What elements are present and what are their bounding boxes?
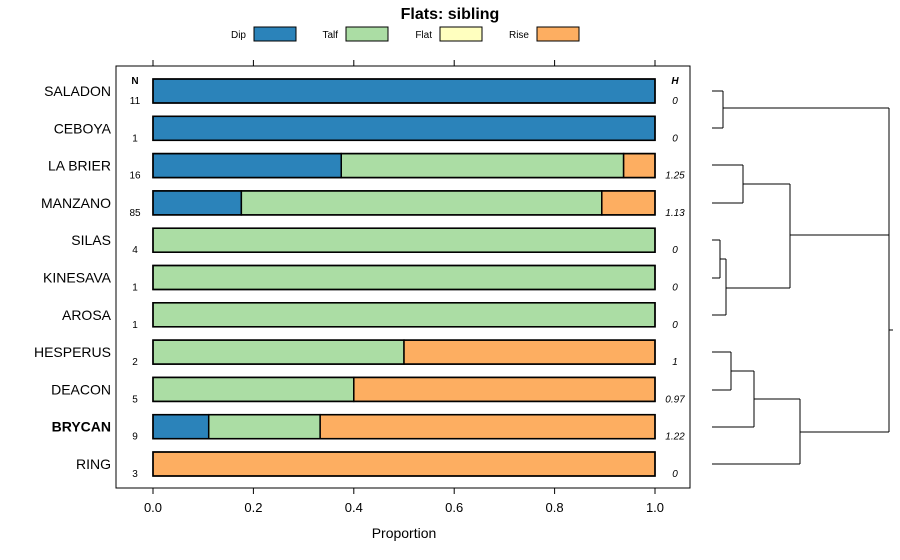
legend-label-rise: Rise <box>509 30 529 41</box>
n-column-header: N <box>131 76 138 87</box>
bar-row: HESPERUS 2 1 <box>34 339 678 368</box>
row-n-value: 11 <box>130 96 141 107</box>
legend-label-flat: Flat <box>415 30 432 41</box>
x-axis-title: Proportion <box>372 525 437 541</box>
bar-row: CEBOYA 1 0 <box>54 115 678 144</box>
row-label: MANZANO <box>41 195 111 211</box>
row-label: AROSA <box>62 307 112 323</box>
bar-outline <box>152 302 656 328</box>
bar-segment-rise <box>353 376 656 403</box>
bar-outline <box>152 376 656 403</box>
bar-outline <box>152 451 656 477</box>
legend-swatch-dip <box>253 26 297 42</box>
bar-segment-talf <box>207 413 321 440</box>
bar-outline <box>152 152 656 179</box>
bar-row: KINESAVA 1 0 <box>43 264 678 294</box>
bar-segment-dip <box>152 413 210 440</box>
x-tick-label: 0.0 <box>144 500 162 515</box>
x-tick-label: 0.8 <box>546 500 564 515</box>
bar-outline <box>152 227 656 253</box>
plot-frame <box>115 65 691 489</box>
bar-segment-dip <box>152 190 243 216</box>
row-h-value: 0 <box>672 245 678 256</box>
row-n-value: 1 <box>132 283 138 294</box>
bar-outline <box>152 339 656 365</box>
bar-row: SILAS 4 0 <box>71 227 678 256</box>
row-label: SALADON <box>44 83 111 99</box>
h-column-header: H <box>671 76 679 87</box>
row-h-value: 1 <box>672 357 678 368</box>
row-label: RING <box>76 456 111 472</box>
row-n-value: 9 <box>132 432 138 443</box>
bar-outline <box>152 190 656 216</box>
bar-segment-dip <box>152 115 656 142</box>
legend-swatch-flat <box>439 26 483 42</box>
bar-segment-talf <box>152 227 656 253</box>
bar-outline <box>152 78 656 104</box>
row-label: DEACON <box>51 381 111 397</box>
legend: Dip Talf Flat Rise <box>231 26 580 42</box>
bar-row: LA BRIER 16 1.25 <box>48 152 685 182</box>
row-h-value: 1.13 <box>665 208 685 219</box>
row-n-value: 4 <box>132 245 138 256</box>
row-label: KINESAVA <box>43 270 112 286</box>
bar-row: SALADON 11 0 <box>44 78 678 107</box>
legend-swatch-talf <box>345 26 389 42</box>
bar-row: MANZANO 85 1.13 <box>41 190 685 219</box>
row-n-value: 5 <box>132 394 138 405</box>
bar-outline <box>152 413 656 440</box>
row-n-value: 85 <box>129 208 141 219</box>
row-n-value: 16 <box>129 171 141 182</box>
row-h-value: 0 <box>672 320 678 331</box>
bar-row: AROSA 1 0 <box>62 302 678 331</box>
row-label: LA BRIER <box>48 158 111 174</box>
bar-segment-talf <box>340 152 625 179</box>
bar-segment-rise <box>601 190 656 216</box>
x-axis: 0.0 0.2 0.4 0.6 0.8 1.0 <box>144 60 664 515</box>
row-n-value: 1 <box>132 320 138 331</box>
row-h-value: 0 <box>672 96 678 107</box>
row-label: CEBOYA <box>54 120 112 136</box>
dendrogram <box>712 90 893 465</box>
bar-row: DEACON 5 0.97 <box>51 376 685 405</box>
bar-segment-talf <box>152 264 656 291</box>
row-label: SILAS <box>71 232 111 248</box>
bar-segment-rise <box>319 413 656 440</box>
bar-segment-rise <box>622 152 656 179</box>
x-tick-label: 0.2 <box>244 500 262 515</box>
bar-outline <box>152 264 656 291</box>
chart-title: Flats: sibling <box>401 6 500 23</box>
bar-outline <box>152 115 656 142</box>
row-h-value: 0 <box>672 133 678 144</box>
row-n-value: 1 <box>132 133 138 144</box>
bar-segment-rise <box>152 451 656 477</box>
bar-row: BRYCAN 9 1.22 <box>52 413 685 443</box>
x-tick-label: 0.6 <box>445 500 463 515</box>
row-h-value: 1.22 <box>665 432 685 443</box>
bar-segment-dip <box>152 152 342 179</box>
row-n-value: 3 <box>132 469 138 480</box>
legend-label-dip: Dip <box>231 30 246 41</box>
row-label: HESPERUS <box>34 344 111 360</box>
bar-segment-dip <box>152 78 656 104</box>
legend-swatch-rise <box>536 26 580 42</box>
row-h-value: 1.25 <box>665 171 685 182</box>
row-n-value: 2 <box>132 357 138 368</box>
x-tick-label: 1.0 <box>646 500 664 515</box>
row-h-value: 0 <box>672 283 678 294</box>
bar-row: RING 3 0 <box>76 451 678 480</box>
bar-segment-talf <box>240 190 603 216</box>
row-h-value: 0.97 <box>665 394 685 405</box>
bar-segment-rise <box>403 339 656 365</box>
bar-segment-talf <box>152 376 355 403</box>
row-h-value: 0 <box>672 469 678 480</box>
bar-segment-talf <box>152 339 405 365</box>
x-tick-label: 0.4 <box>345 500 363 515</box>
bar-segment-talf <box>152 302 656 328</box>
dendrogram-branches <box>712 90 893 465</box>
row-label: BRYCAN <box>52 419 111 435</box>
legend-label-talf: Talf <box>322 30 338 41</box>
